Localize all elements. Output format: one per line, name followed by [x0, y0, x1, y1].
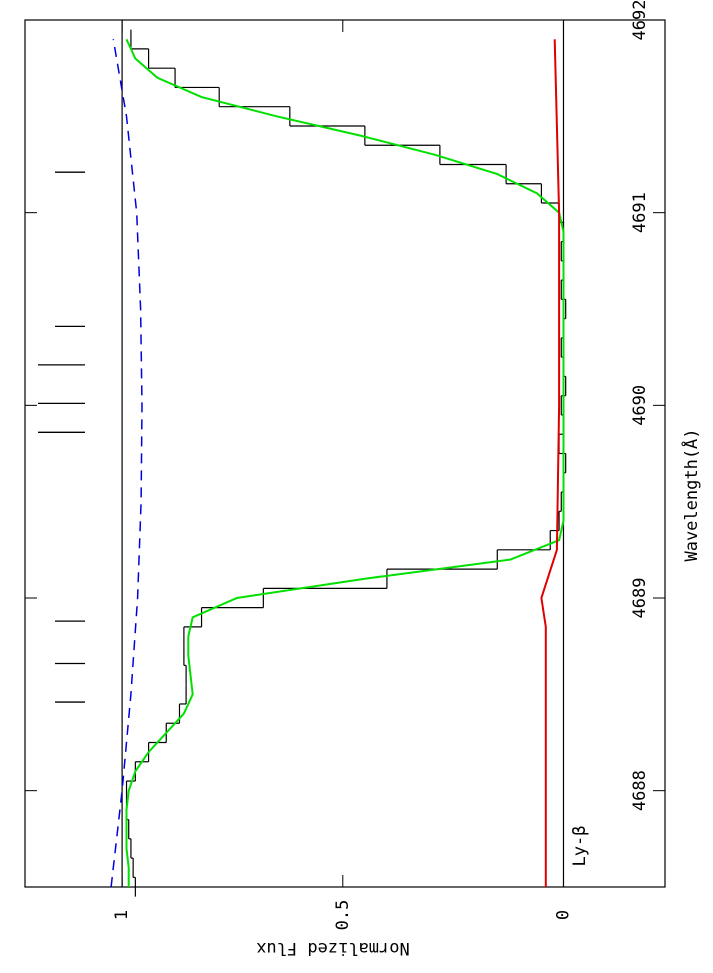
- plot-frame: [24, 19, 666, 888]
- x-tick-label: 4692: [630, 0, 650, 40]
- x-tick-label: 4688: [630, 770, 650, 811]
- series-line: [110, 39, 143, 888]
- x-tick-label: 4690: [630, 385, 650, 426]
- y-tick-label: 0.5: [333, 900, 353, 931]
- y-axis-label: Normalized Flux: [256, 938, 410, 958]
- x-tick-label: 4691: [630, 192, 650, 233]
- x-axis-label: Wavelength(Å): [680, 428, 702, 561]
- series-line: [125, 38, 565, 887]
- y-tick-label: 0: [553, 910, 573, 920]
- y-tick-label: 1: [112, 910, 132, 920]
- x-tick-label: 4689: [630, 578, 650, 619]
- series-line: [540, 39, 561, 887]
- annotation: Ly-β: [570, 826, 590, 867]
